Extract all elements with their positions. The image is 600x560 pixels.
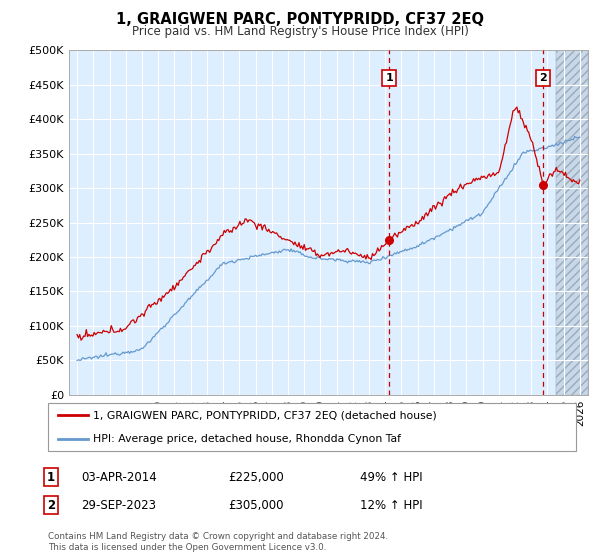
Text: 49% ↑ HPI: 49% ↑ HPI [360,470,422,484]
Text: 2: 2 [539,73,547,83]
Text: 1: 1 [47,470,55,484]
Text: 1: 1 [385,73,393,83]
Text: 2: 2 [47,498,55,512]
Text: 03-APR-2014: 03-APR-2014 [81,470,157,484]
Text: £305,000: £305,000 [228,498,284,512]
Text: £225,000: £225,000 [228,470,284,484]
Text: Contains HM Land Registry data © Crown copyright and database right 2024.: Contains HM Land Registry data © Crown c… [48,532,388,541]
Text: HPI: Average price, detached house, Rhondda Cynon Taf: HPI: Average price, detached house, Rhon… [93,434,401,444]
Text: Price paid vs. HM Land Registry's House Price Index (HPI): Price paid vs. HM Land Registry's House … [131,25,469,38]
Text: 12% ↑ HPI: 12% ↑ HPI [360,498,422,512]
Text: 29-SEP-2023: 29-SEP-2023 [81,498,156,512]
Text: This data is licensed under the Open Government Licence v3.0.: This data is licensed under the Open Gov… [48,543,326,552]
Text: 1, GRAIGWEN PARC, PONTYPRIDD, CF37 2EQ: 1, GRAIGWEN PARC, PONTYPRIDD, CF37 2EQ [116,12,484,27]
Text: 1, GRAIGWEN PARC, PONTYPRIDD, CF37 2EQ (detached house): 1, GRAIGWEN PARC, PONTYPRIDD, CF37 2EQ (… [93,410,437,420]
